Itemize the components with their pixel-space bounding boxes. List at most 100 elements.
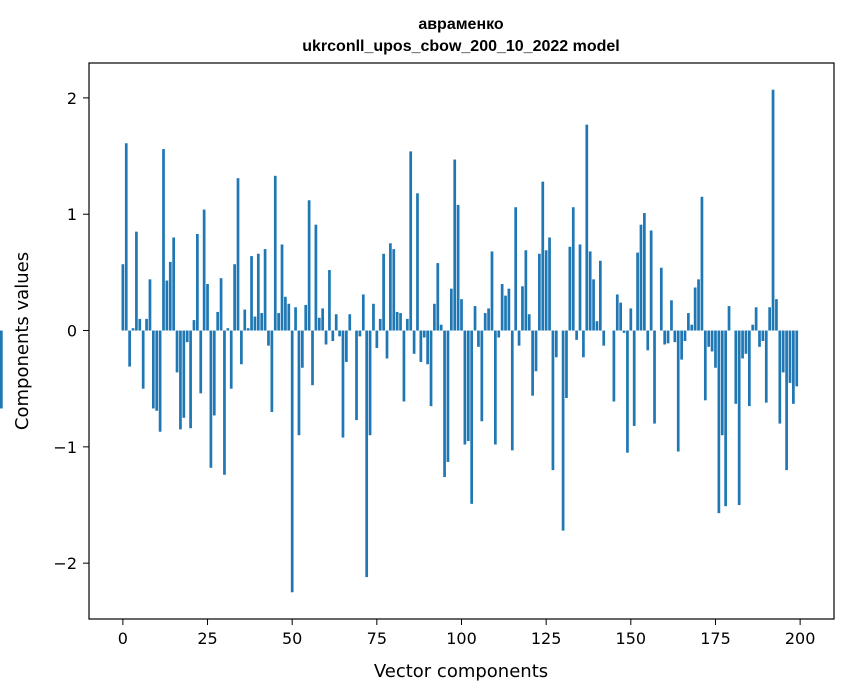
bar-184 xyxy=(744,330,748,354)
bar-172 xyxy=(703,330,707,401)
bar-141 xyxy=(598,260,602,331)
bar-197 xyxy=(788,330,792,383)
bar-148 xyxy=(622,330,626,333)
y-tick-label: −1 xyxy=(53,438,77,457)
bar-1 xyxy=(124,143,128,331)
bar-49 xyxy=(287,303,291,331)
bar-164 xyxy=(676,330,680,452)
bar-190 xyxy=(764,330,768,403)
bar-170 xyxy=(697,279,700,331)
bar-110 xyxy=(494,330,497,445)
bar-73 xyxy=(368,330,372,436)
bar-192 xyxy=(771,89,775,331)
bar-168 xyxy=(690,324,694,331)
bar-21 xyxy=(192,320,196,331)
bar-146 xyxy=(615,294,619,331)
x-tick-label: 25 xyxy=(197,629,217,648)
y-tick-label: −2 xyxy=(53,554,77,573)
bar-75 xyxy=(375,330,379,348)
bar-100 xyxy=(460,299,463,331)
bar-31 xyxy=(226,328,230,331)
bar-113 xyxy=(504,295,507,331)
bar-17 xyxy=(179,330,182,430)
bar-58 xyxy=(317,317,321,331)
bar-50 xyxy=(290,330,294,593)
bar-138 xyxy=(588,251,592,331)
bar-63 xyxy=(334,314,338,331)
bar-53 xyxy=(300,330,304,368)
bar-54 xyxy=(304,304,308,331)
bar-169 xyxy=(693,287,697,331)
bar-91 xyxy=(429,330,433,407)
x-axis-ticks: 0 25 50 75 100 125 150 175 200 xyxy=(118,619,815,648)
bar-131 xyxy=(565,330,568,398)
bar-72 xyxy=(365,330,369,578)
bar-8 xyxy=(148,279,152,331)
bar-46 xyxy=(277,313,280,331)
bar-133 xyxy=(571,207,575,331)
bar-40 xyxy=(256,253,260,331)
x-tick-label: 75 xyxy=(367,629,387,648)
bar-89 xyxy=(422,330,426,338)
bar-195 xyxy=(781,330,785,373)
bar-22 xyxy=(196,233,199,331)
bar-32 xyxy=(229,330,233,389)
x-tick-label: 150 xyxy=(616,629,647,648)
bar-51 xyxy=(294,307,297,331)
bar-74 xyxy=(372,303,375,331)
bar-15 xyxy=(172,237,176,331)
bar-101 xyxy=(463,330,467,445)
bar-26 xyxy=(209,330,213,468)
bar-80 xyxy=(392,249,396,331)
bar-198 xyxy=(792,330,795,404)
bar-137 xyxy=(585,124,589,331)
y-axis-label: Components values xyxy=(12,252,33,430)
bar-120 xyxy=(527,314,531,331)
bar-166 xyxy=(683,330,687,341)
bar-14 xyxy=(168,261,172,331)
bar-41 xyxy=(260,313,264,331)
bar-128 xyxy=(554,330,558,358)
bar-23 xyxy=(199,330,203,394)
bar-174 xyxy=(710,330,714,352)
bar-24 xyxy=(202,209,206,331)
bar-121 xyxy=(531,330,534,396)
bar-45 xyxy=(273,175,277,331)
bar-52 xyxy=(297,330,301,436)
bar-47 xyxy=(280,244,284,331)
bar-122 xyxy=(534,330,538,372)
bar-111 xyxy=(497,330,501,338)
bar-106 xyxy=(480,330,484,422)
chart-title: авраменко xyxy=(418,16,504,33)
x-axis-label: Vector components xyxy=(374,661,548,682)
bar-165 xyxy=(680,330,683,360)
bar-71 xyxy=(361,294,365,331)
bar-70 xyxy=(358,330,362,337)
bar-97 xyxy=(449,288,453,331)
bar-109 xyxy=(490,251,494,331)
bar-6 xyxy=(141,330,145,389)
bar-36 xyxy=(243,309,247,331)
bar-187 xyxy=(754,307,758,331)
bar-10 xyxy=(155,330,159,411)
bar-125 xyxy=(544,250,548,331)
bar-116 xyxy=(514,207,518,331)
bar-171 xyxy=(700,196,704,331)
bar-156 xyxy=(649,230,653,331)
bar-38 xyxy=(250,256,253,331)
bar-114 xyxy=(507,288,511,331)
bar-199 xyxy=(795,330,799,387)
bar-193 xyxy=(775,299,778,331)
bar-84 xyxy=(405,318,409,331)
bar-176 xyxy=(717,330,721,514)
bar-92 xyxy=(433,303,436,331)
bar-9 xyxy=(151,330,155,409)
chart-subtitle: ukrconll_upos_cbow_200_10_2022 model xyxy=(302,38,619,55)
bar-96 xyxy=(446,330,450,462)
bar-179 xyxy=(727,306,731,331)
bar-95 xyxy=(443,330,446,478)
bar-19 xyxy=(185,330,189,343)
bar-162 xyxy=(670,300,673,331)
bar-126 xyxy=(548,237,551,331)
